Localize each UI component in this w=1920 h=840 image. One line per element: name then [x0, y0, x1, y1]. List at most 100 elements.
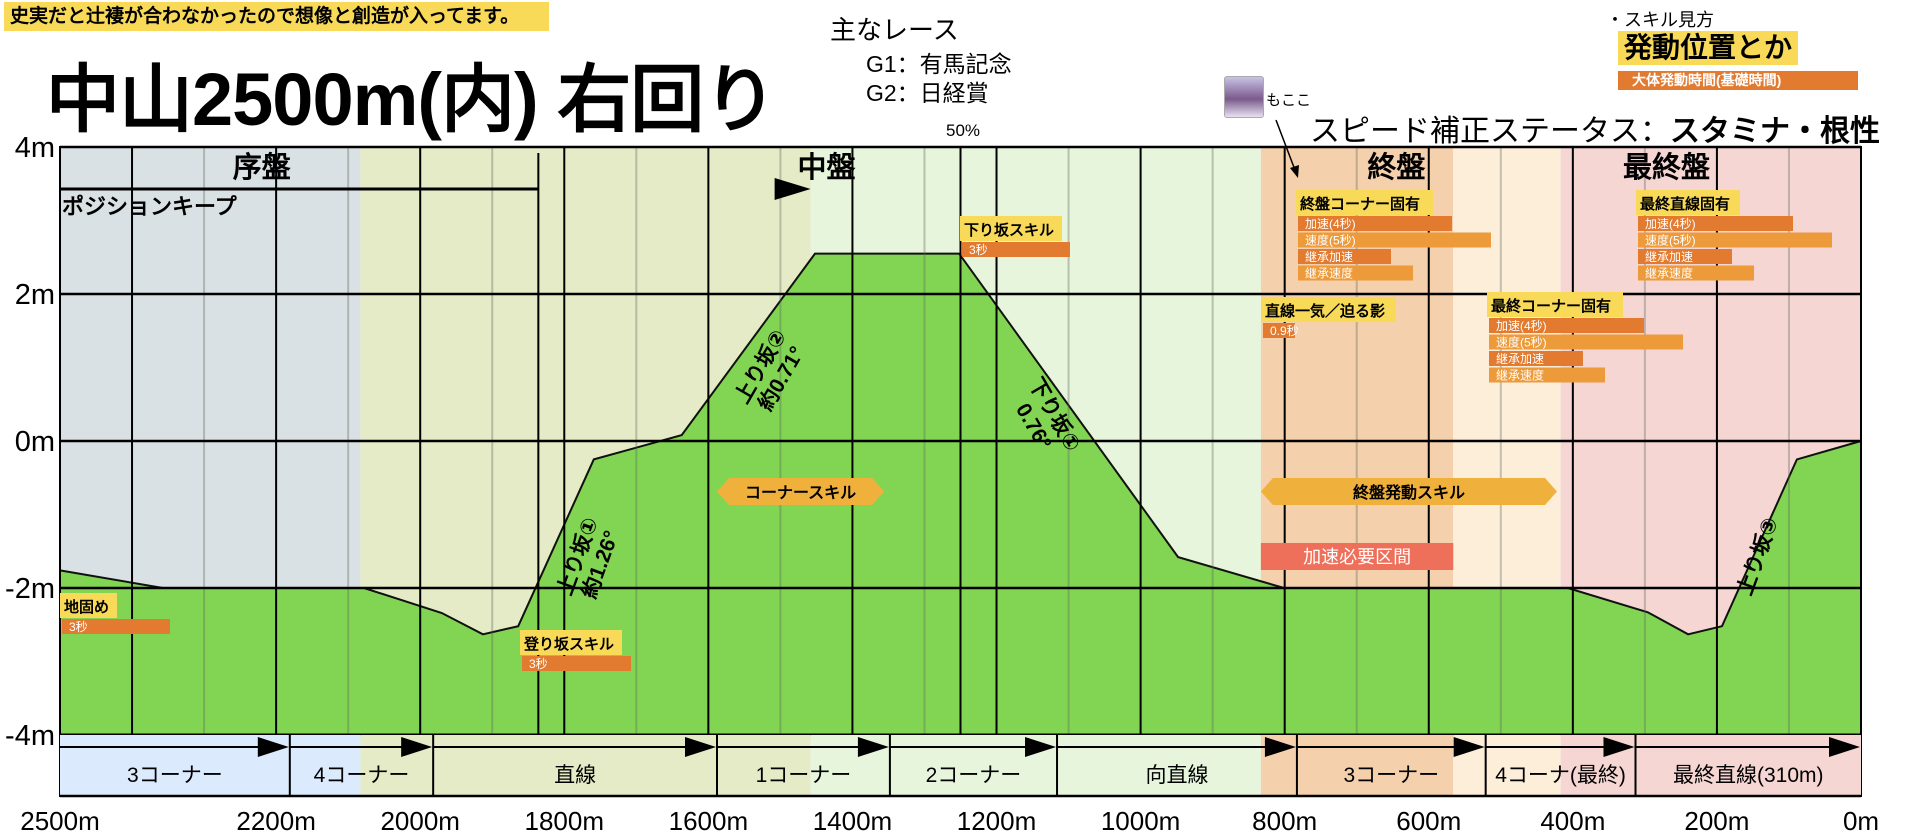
pointer-arrow-line	[1275, 119, 1296, 171]
character-avatar-icon	[1224, 76, 1264, 118]
section-arrowhead	[1453, 737, 1485, 757]
x-tick-label: 800m	[1252, 806, 1317, 836]
section-arrowhead	[685, 737, 717, 757]
phase-label: 中盤	[797, 151, 856, 184]
race-g2: G2：日経賞	[866, 80, 989, 106]
x-tick-label: 0m	[1843, 806, 1879, 836]
skill-label-box	[1487, 292, 1623, 317]
skill-range-ribbon	[1260, 478, 1557, 505]
x-tick-label: 1400m	[813, 806, 893, 836]
pointer-arrowhead	[1290, 165, 1299, 178]
phase-label: 終盤	[1367, 150, 1426, 184]
skill-label-box	[960, 216, 1062, 241]
x-tick-label: 400m	[1540, 806, 1605, 836]
skill-duration-bar	[522, 656, 631, 671]
skill-duration-label: 3秒	[69, 620, 88, 634]
y-tick-label: -2m	[5, 573, 55, 605]
skill-duration-bar	[1638, 265, 1754, 281]
skill-duration-bar	[1298, 216, 1452, 231]
section-arrowhead	[257, 737, 289, 757]
skill-duration-label: 継承速度	[1645, 266, 1693, 281]
skill-duration-bar	[1489, 334, 1683, 350]
acceleration-zone	[1260, 543, 1454, 570]
speed-status-value: スタミナ・根性	[1670, 115, 1880, 148]
y-tick-label: 4m	[15, 132, 55, 164]
section-label: 1コーナー	[756, 764, 852, 787]
section-band-background	[60, 735, 361, 796]
position-keep-arrowhead	[774, 178, 811, 200]
skill-range-label: 加速必要区間	[1303, 547, 1411, 567]
skill-duration-bar	[962, 242, 1070, 257]
legend-heading: ・スキル見方	[1606, 10, 1714, 30]
x-tick-label: 1200m	[957, 806, 1037, 836]
section-arrowhead	[1829, 737, 1860, 757]
skill-duration-label: 継承加速	[1496, 351, 1544, 366]
x-tick-label: 600m	[1396, 806, 1461, 836]
x-tick-label: 2200m	[236, 806, 316, 836]
section-label: 直線	[554, 764, 596, 787]
skill-duration-bar	[1638, 232, 1832, 248]
skill-label-box	[60, 593, 117, 618]
y-tick-label: -4m	[5, 720, 55, 752]
skill-label: 終盤コーナー固有	[1300, 195, 1420, 213]
skill-duration-bar	[1263, 323, 1295, 338]
skill-duration-bar	[1298, 265, 1413, 281]
x-tick-label: 1600m	[669, 806, 749, 836]
skill-label-box	[520, 630, 622, 655]
x-tick-label: 2000m	[380, 806, 460, 836]
skill-duration-bar	[1298, 232, 1491, 248]
legend-time-bar: 大体発動時間(基礎時間)	[1618, 71, 1858, 90]
skill-duration-label: 加速(4秒)	[1645, 217, 1696, 231]
skill-label-box	[1261, 297, 1396, 322]
skill-duration-label: 速度(5秒)	[1645, 233, 1696, 248]
skill-duration-label: 速度(5秒)	[1496, 335, 1547, 350]
page-title: 中山2500m(内) 右回り	[46, 58, 777, 141]
section-label: 3コーナー	[127, 764, 223, 787]
section-band-background	[360, 735, 811, 796]
skill-duration-label: 継承速度	[1305, 266, 1353, 281]
skill-label: 最終直線固有	[1640, 195, 1730, 213]
races-heading: 主なレース	[830, 15, 959, 45]
x-tick-label: 200m	[1684, 806, 1749, 836]
phase-label: 序盤	[233, 150, 292, 184]
section-arrowhead	[401, 737, 433, 757]
y-tick-label: 0m	[15, 426, 55, 458]
section-label: 最終直線(310m)	[1673, 764, 1824, 787]
skill-duration-bar	[1298, 249, 1391, 264]
position-keep-label: ポジションキープ	[62, 194, 238, 219]
skill-duration-bar	[1489, 367, 1605, 383]
skill-duration-bar	[1489, 318, 1644, 333]
skill-duration-label: 3秒	[969, 243, 988, 257]
midpoint-label: 50%	[946, 121, 981, 140]
skill-duration-bar	[1489, 351, 1583, 366]
section-label: 4コーナー	[314, 764, 410, 787]
skill-label-box	[1296, 190, 1433, 215]
phase-label: 最終盤	[1623, 150, 1711, 184]
section-arrowhead	[1264, 737, 1296, 757]
skill-label: 直線一気／迫る影	[1265, 302, 1385, 320]
elevation-line	[59, 252, 1862, 636]
skill-label: 登り坂スキル	[523, 635, 614, 653]
section-label: 4コーナ(最終)	[1495, 764, 1626, 787]
speed-status-prefix: スピード補正ステータス：	[1310, 115, 1670, 148]
skill-label: 最終コーナー固有	[1491, 297, 1611, 315]
skill-duration-label: 継承加速	[1305, 249, 1353, 264]
y-tick-label: 2m	[15, 279, 55, 311]
section-arrowhead	[1603, 737, 1635, 757]
skill-duration-label: 継承速度	[1496, 368, 1544, 383]
x-tick-label: 1000m	[1101, 806, 1181, 836]
speed-status: スピード補正ステータス：スタミナ・根性	[1310, 106, 1880, 150]
skill-duration-label: 3秒	[529, 657, 548, 671]
section-band-background	[1260, 735, 1454, 796]
skill-duration-bar	[1638, 216, 1793, 231]
skill-duration-bar	[1638, 249, 1732, 264]
legend-position-label: 発動位置とか	[1618, 31, 1799, 65]
skill-duration-label: 速度(5秒)	[1305, 233, 1356, 248]
x-tick-label: 1800m	[525, 806, 605, 836]
skill-range-label: コーナースキル	[745, 484, 856, 502]
skill-label: 地固め	[64, 598, 109, 616]
section-arrowhead	[857, 737, 889, 757]
skill-duration-bar	[62, 619, 170, 634]
skill-duration-label: 加速(4秒)	[1496, 319, 1547, 333]
